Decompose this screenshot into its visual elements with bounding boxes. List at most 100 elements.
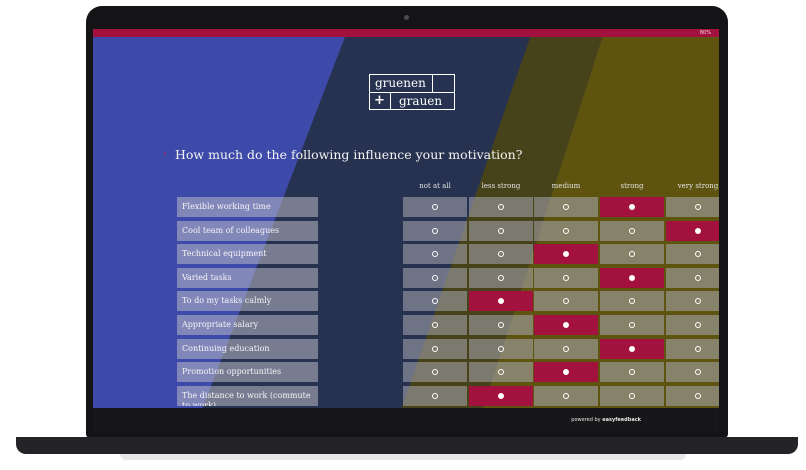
radio-empty-icon[interactable] xyxy=(432,274,438,281)
radio-empty-icon[interactable] xyxy=(563,227,569,234)
rating-cell[interactable] xyxy=(534,315,598,335)
rating-cell[interactable] xyxy=(534,244,598,265)
rating-cell[interactable] xyxy=(600,244,664,265)
rating-cell[interactable] xyxy=(469,220,533,241)
rating-cell[interactable] xyxy=(403,267,467,288)
rating-cell[interactable] xyxy=(600,385,664,406)
radio-selected-icon[interactable] xyxy=(695,227,701,234)
radio-empty-icon[interactable] xyxy=(695,392,701,399)
radio-empty-icon[interactable] xyxy=(498,369,504,376)
powered-by-brand[interactable]: easyfeedback xyxy=(602,417,641,423)
laptop-shadow xyxy=(120,454,686,460)
radio-empty-icon[interactable] xyxy=(695,345,701,352)
radio-empty-icon[interactable] xyxy=(432,251,438,258)
radio-empty-icon[interactable] xyxy=(563,345,569,352)
radio-selected-icon[interactable] xyxy=(563,322,569,328)
powered-by-prefix: powered by xyxy=(571,417,601,423)
rating-cell[interactable] xyxy=(403,244,467,265)
rating-cell[interactable] xyxy=(534,338,598,359)
radio-empty-icon[interactable] xyxy=(432,204,438,210)
radio-selected-icon[interactable] xyxy=(629,274,635,281)
rating-cell[interactable] xyxy=(469,267,533,288)
radio-empty-icon[interactable] xyxy=(563,298,569,305)
rating-cell[interactable] xyxy=(403,197,467,217)
radio-empty-icon[interactable] xyxy=(563,274,569,281)
scale-header: less strong xyxy=(481,182,521,190)
radio-empty-icon[interactable] xyxy=(432,369,438,376)
rating-cell[interactable] xyxy=(469,385,533,406)
rating-cell[interactable] xyxy=(469,362,533,383)
rating-cell[interactable] xyxy=(666,244,719,265)
radio-empty-icon[interactable] xyxy=(629,369,635,376)
rating-cell[interactable] xyxy=(600,220,664,241)
radio-empty-icon[interactable] xyxy=(563,392,569,399)
radio-empty-icon[interactable] xyxy=(432,345,438,352)
rating-cell[interactable] xyxy=(666,385,719,406)
rating-cell[interactable] xyxy=(666,315,719,335)
radio-empty-icon[interactable] xyxy=(695,251,701,258)
laptop-base xyxy=(16,437,798,454)
rating-cell[interactable] xyxy=(469,338,533,359)
radio-empty-icon[interactable] xyxy=(498,322,504,328)
powered-by: powered by easyfeedback xyxy=(571,408,641,433)
rating-cell[interactable] xyxy=(600,362,664,383)
rating-cell[interactable] xyxy=(666,197,719,217)
radio-empty-icon[interactable] xyxy=(498,274,504,281)
rating-cell[interactable] xyxy=(469,315,533,335)
rating-cell[interactable] xyxy=(469,244,533,265)
rating-cell[interactable] xyxy=(534,220,598,241)
radio-empty-icon[interactable] xyxy=(498,204,504,210)
radio-empty-icon[interactable] xyxy=(432,322,438,328)
radio-empty-icon[interactable] xyxy=(629,298,635,305)
progress-label: 80% xyxy=(699,30,711,36)
logo-word-bottom: grauen xyxy=(399,94,443,108)
radio-selected-icon[interactable] xyxy=(498,298,504,305)
rating-cell[interactable] xyxy=(666,338,719,359)
rating-cell[interactable] xyxy=(600,267,664,288)
rating-cell[interactable] xyxy=(600,338,664,359)
rating-cell[interactable] xyxy=(403,291,467,312)
rating-cell[interactable] xyxy=(600,315,664,335)
radio-empty-icon[interactable] xyxy=(695,369,701,376)
rating-cell[interactable] xyxy=(534,197,598,217)
radio-empty-icon[interactable] xyxy=(432,392,438,399)
rating-cell[interactable] xyxy=(666,220,719,241)
rating-cell[interactable] xyxy=(666,362,719,383)
rating-cell[interactable] xyxy=(534,362,598,383)
rating-cell[interactable] xyxy=(403,315,467,335)
radio-selected-icon[interactable] xyxy=(629,345,635,352)
rating-cell[interactable] xyxy=(403,220,467,241)
rating-cell[interactable] xyxy=(469,197,533,217)
radio-empty-icon[interactable] xyxy=(629,251,635,258)
rating-cell[interactable] xyxy=(666,291,719,312)
radio-empty-icon[interactable] xyxy=(695,274,701,281)
radio-empty-icon[interactable] xyxy=(629,322,635,328)
radio-empty-icon[interactable] xyxy=(695,298,701,305)
scale-header: very strong xyxy=(677,182,719,190)
rating-cell[interactable] xyxy=(403,338,467,359)
radio-empty-icon[interactable] xyxy=(629,227,635,234)
radio-empty-icon[interactable] xyxy=(695,322,701,328)
radio-empty-icon[interactable] xyxy=(498,345,504,352)
rating-cell[interactable] xyxy=(403,385,467,406)
rating-cell[interactable] xyxy=(534,267,598,288)
rating-cell[interactable] xyxy=(534,291,598,312)
radio-empty-icon[interactable] xyxy=(498,227,504,234)
rating-cell[interactable] xyxy=(534,385,598,406)
matrix-row-label: Continuing education xyxy=(177,338,318,359)
rating-cell[interactable] xyxy=(666,267,719,288)
radio-selected-icon[interactable] xyxy=(629,204,635,210)
radio-selected-icon[interactable] xyxy=(498,392,504,399)
radio-empty-icon[interactable] xyxy=(695,204,701,210)
rating-cell[interactable] xyxy=(403,362,467,383)
radio-empty-icon[interactable] xyxy=(563,204,569,210)
radio-selected-icon[interactable] xyxy=(563,251,569,258)
rating-cell[interactable] xyxy=(469,291,533,312)
radio-empty-icon[interactable] xyxy=(432,298,438,305)
radio-empty-icon[interactable] xyxy=(432,227,438,234)
rating-cell[interactable] xyxy=(600,291,664,312)
radio-empty-icon[interactable] xyxy=(629,392,635,399)
rating-cell[interactable] xyxy=(600,197,664,217)
radio-selected-icon[interactable] xyxy=(563,369,569,376)
radio-empty-icon[interactable] xyxy=(498,251,504,258)
